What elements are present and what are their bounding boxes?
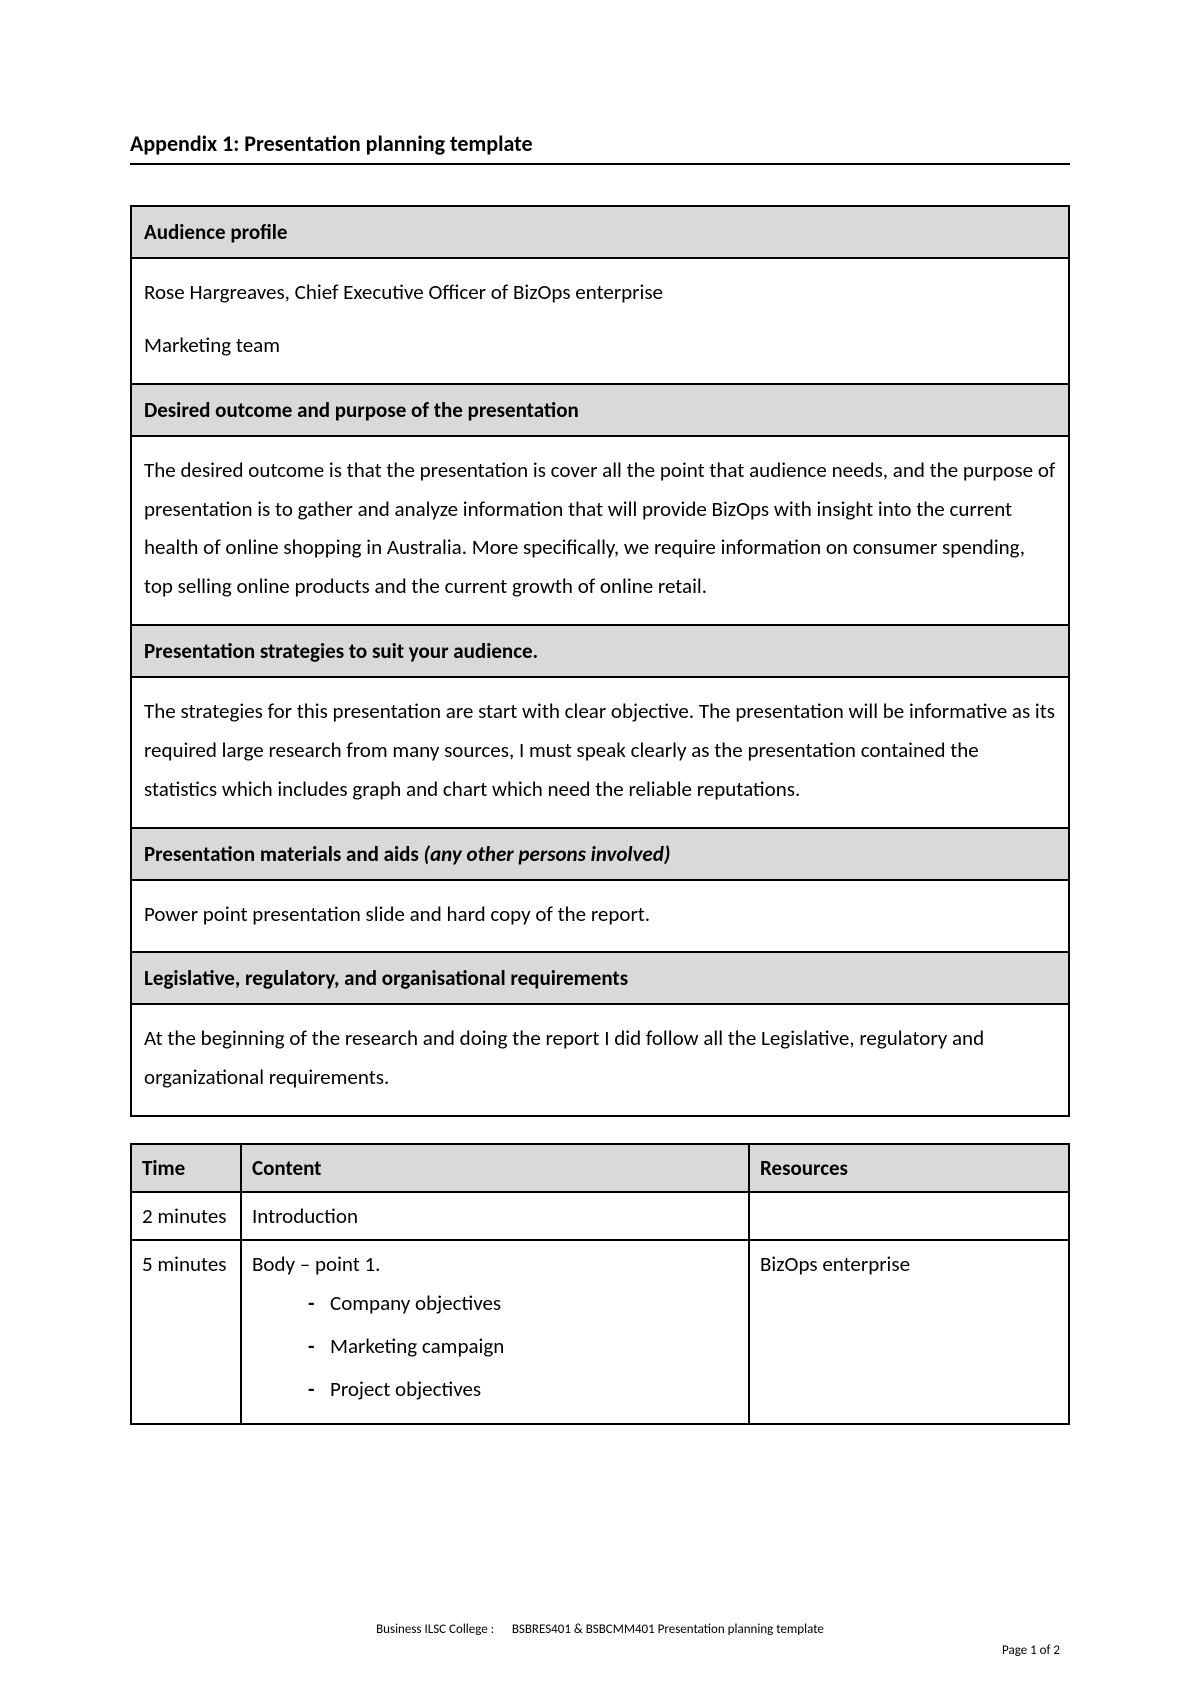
footer-left: Business ILSC College : [376,1622,494,1637]
page-title: Appendix 1: Presentation planning templa… [130,130,533,157]
bullet-item: Company objectives [308,1285,738,1328]
schedule-row: 5 minutes Body – point 1. Company object… [131,1240,1069,1424]
schedule-table: Time Content Resources 2 minutes Introdu… [130,1143,1070,1425]
cell-resources: BizOps enterprise [749,1240,1069,1424]
legislative-text: At the beginning of the research and doi… [144,1019,1056,1097]
cell-time: 5 minutes [131,1240,241,1424]
audience-line-1: Rose Hargreaves, Chief Executive Officer… [144,273,1056,312]
schedule-row: 2 minutes Introduction [131,1192,1069,1240]
section-body-materials: Power point presentation slide and hard … [131,880,1069,953]
materials-header-italic: (any other persons involved) [424,841,671,867]
section-header-legislative: Legislative, regulatory, and organisatio… [131,952,1069,1004]
bullet-item: Marketing campaign [308,1328,738,1371]
content-bullets: Company objectives Marketing campaign Pr… [252,1285,738,1413]
col-header-content: Content [241,1144,749,1192]
section-header-strategies: Presentation strategies to suit your aud… [131,625,1069,677]
content-title: Body – point 1. [252,1251,380,1277]
bullet-item: Project objectives [308,1371,738,1414]
section-header-materials: Presentation materials and aids (any oth… [131,828,1069,880]
col-header-resources: Resources [749,1144,1069,1192]
page-footer: Business ILSC College : BSBRES401 & BSBC… [0,1622,1200,1658]
section-header-outcome: Desired outcome and purpose of the prese… [131,384,1069,436]
section-body-legislative: At the beginning of the research and doi… [131,1004,1069,1116]
col-header-time: Time [131,1144,241,1192]
footer-line-1: Business ILSC College : BSBRES401 & BSBC… [0,1622,1200,1637]
strategies-text: The strategies for this presentation are… [144,692,1056,809]
outcome-text: The desired outcome is that the presenta… [144,451,1056,606]
cell-content: Body – point 1. Company objectives Marke… [241,1240,749,1424]
content-title: Introduction [252,1203,358,1229]
cell-time: 2 minutes [131,1192,241,1240]
cell-resources [749,1192,1069,1240]
audience-line-2: Marketing team [144,326,1056,365]
section-body-outcome: The desired outcome is that the presenta… [131,436,1069,625]
title-row: Appendix 1: Presentation planning templa… [130,130,1070,165]
materials-text: Power point presentation slide and hard … [144,895,1056,934]
materials-header-prefix: Presentation materials and aids [144,841,424,867]
cell-content: Introduction [241,1192,749,1240]
section-header-audience: Audience profile [131,206,1069,258]
planning-template-table: Audience profile Rose Hargreaves, Chief … [130,205,1070,1117]
section-body-strategies: The strategies for this presentation are… [131,677,1069,828]
section-body-audience: Rose Hargreaves, Chief Executive Officer… [131,258,1069,384]
footer-page-number: Page 1 of 2 [0,1643,1200,1658]
document-page: Appendix 1: Presentation planning templa… [0,0,1200,1698]
footer-right: BSBRES401 & BSBCMM401 Presentation plann… [512,1622,824,1637]
schedule-header-row: Time Content Resources [131,1144,1069,1192]
